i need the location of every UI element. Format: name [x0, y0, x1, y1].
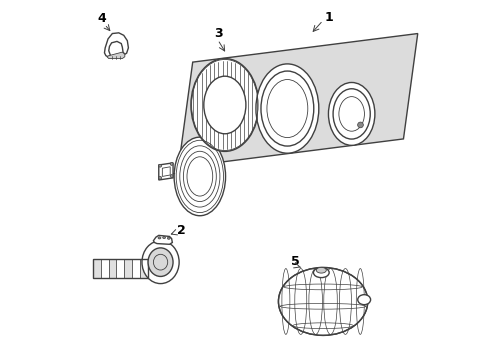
Ellipse shape	[158, 237, 161, 239]
Text: 5: 5	[290, 255, 299, 268]
Polygon shape	[178, 33, 417, 167]
Ellipse shape	[159, 164, 162, 167]
Ellipse shape	[163, 237, 165, 239]
Ellipse shape	[190, 59, 258, 152]
Text: 4: 4	[97, 12, 106, 25]
Polygon shape	[108, 258, 116, 278]
Ellipse shape	[174, 137, 225, 216]
Ellipse shape	[278, 267, 367, 336]
Ellipse shape	[357, 295, 370, 305]
Ellipse shape	[148, 248, 173, 276]
Ellipse shape	[167, 237, 170, 239]
Polygon shape	[107, 52, 124, 59]
Ellipse shape	[255, 64, 318, 153]
Ellipse shape	[170, 162, 173, 165]
Ellipse shape	[170, 175, 173, 177]
Text: 1: 1	[324, 11, 332, 24]
Polygon shape	[124, 258, 132, 278]
Ellipse shape	[142, 241, 179, 284]
Text: 2: 2	[176, 224, 185, 237]
Polygon shape	[140, 258, 148, 278]
Ellipse shape	[357, 122, 363, 128]
Polygon shape	[159, 163, 173, 180]
Text: 3: 3	[214, 27, 223, 40]
Ellipse shape	[316, 267, 325, 273]
Polygon shape	[101, 258, 108, 278]
Polygon shape	[104, 33, 128, 57]
Polygon shape	[132, 258, 140, 278]
Polygon shape	[93, 258, 101, 278]
Ellipse shape	[328, 82, 374, 145]
Ellipse shape	[159, 176, 162, 179]
Ellipse shape	[313, 267, 328, 278]
Ellipse shape	[203, 76, 245, 134]
Polygon shape	[116, 258, 124, 278]
Polygon shape	[153, 235, 172, 244]
